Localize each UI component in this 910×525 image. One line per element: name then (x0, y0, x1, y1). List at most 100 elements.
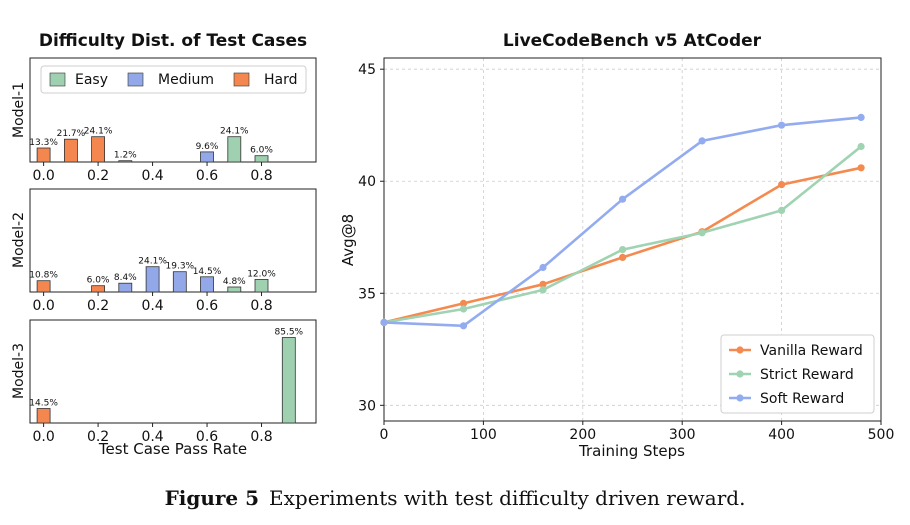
xtick-label-model-1-1: 0.2 (87, 168, 109, 184)
bar-label-model-2-3: 24.1% (138, 257, 167, 267)
legend-swatch-hard (233, 72, 250, 87)
bar-label-model-2-0: 10.8% (29, 271, 58, 281)
xtick-label-model-3-4: 0.8 (250, 429, 272, 445)
bar-label-model-2-6: 4.8% (223, 277, 246, 287)
strict-reward-point-2 (539, 286, 547, 294)
vanilla-reward-point-6 (857, 164, 865, 172)
vanilla-legend-marker (736, 346, 744, 354)
difficulty-legend: Easy Medium Hard (40, 65, 307, 94)
bar-label-model-1-4: 9.6% (196, 142, 219, 152)
bar-label-model-3-1: 85.5% (275, 328, 304, 338)
bar-model-1-4 (200, 151, 214, 163)
figure-label: Figure 5 (164, 486, 260, 510)
model-3-panel: Model-3 (11, 319, 317, 424)
xtick-label-model-1-0: 0.0 (32, 168, 54, 184)
bar-label-model-2-1: 6.0% (87, 276, 110, 286)
distribution-chart-title: Difficulty Dist. of Test Cases (39, 31, 307, 51)
line-chart-xlabel: Training Steps (578, 442, 685, 460)
bar-model-2-3 (145, 266, 160, 293)
bar-label-model-1-0: 13.3% (29, 138, 58, 148)
soft-reward-point-3 (619, 195, 627, 203)
figure-canvas: Difficulty Dist. of Test Cases Model-1 M… (11, 31, 895, 460)
legend-label-medium: Medium (158, 72, 214, 88)
x-tick-label-5: 500 (868, 427, 895, 443)
y-tick-label-2: 40 (358, 174, 376, 190)
vanilla-reward-point-1 (459, 299, 468, 307)
xtick-label-model-1-2: 0.4 (141, 168, 163, 184)
y-tick-label-1: 35 (358, 286, 376, 302)
soft-legend-marker (736, 394, 744, 402)
bar-model-2-5 (200, 276, 214, 293)
bar-model-1-1 (64, 138, 78, 163)
xtick-label-model-2-1: 0.2 (87, 298, 109, 314)
x-tick-label-2: 200 (569, 427, 596, 443)
distribution-xlabel: Test Case Pass Rate (98, 440, 247, 458)
xtick-label-model-3-0: 0.0 (32, 429, 54, 445)
bar-label-model-2-7: 12.0% (247, 269, 276, 279)
bar-model-3-0 (36, 408, 51, 424)
bar-model-2-6 (227, 286, 242, 293)
soft-legend-label: Soft Reward (760, 391, 844, 407)
soft-reward-point-4 (698, 137, 706, 145)
bar-model-1-2 (91, 136, 105, 163)
legend-swatch-easy (49, 72, 66, 87)
vanilla-reward-line (383, 166, 862, 324)
xtick-label-model-1-3: 0.6 (196, 168, 218, 184)
xtick-label-model-1-4: 0.8 (250, 168, 272, 184)
strict-legend-marker (736, 370, 744, 378)
strict-reward-line (383, 145, 862, 324)
model-3-ylabel: Model-3 (11, 343, 27, 399)
soft-reward-point-6 (857, 113, 865, 121)
bar-label-model-2-2: 8.4% (114, 273, 137, 283)
xtick-label-model-2-4: 0.8 (250, 298, 272, 314)
xtick-label-model-2-2: 0.4 (141, 298, 163, 314)
legend-swatch-medium (127, 72, 144, 87)
x-tick-label-3: 300 (669, 427, 696, 443)
xtick-label-model-2-3: 0.6 (196, 298, 218, 314)
bar-label-model-1-6: 6.0% (250, 146, 273, 156)
legend-label-easy: Easy (75, 72, 108, 88)
soft-reward-point-0 (380, 318, 388, 326)
vanilla-reward-point-3 (619, 253, 627, 261)
bar-model-1-6 (254, 155, 269, 163)
model-2-ylabel: Model-2 (11, 212, 27, 268)
reward-legend: Vanilla Reward Strict Reward Soft Reward (720, 334, 875, 414)
vanilla-reward-point-2 (539, 280, 547, 288)
x-tick-label-1: 100 (470, 427, 497, 443)
bar-model-2-7 (254, 278, 269, 293)
line-plot-frame (383, 57, 882, 422)
legend-label-hard: Hard (264, 72, 298, 88)
model-1-panel: Model-1 (11, 57, 317, 163)
bar-model-2-4 (172, 271, 187, 293)
vanilla-reward-point-5 (778, 181, 786, 189)
bar-label-model-3-0: 14.5% (29, 399, 58, 409)
xtick-label-model-3-1: 0.2 (87, 429, 109, 445)
soft-reward-point-1 (459, 322, 468, 330)
bar-label-model-2-4: 19.3% (166, 262, 195, 272)
bar-model-1-0 (36, 147, 51, 163)
bar-model-2-1 (91, 285, 105, 293)
bar-model-1-3 (118, 160, 133, 163)
strict-reward-point-3 (619, 246, 627, 254)
xtick-label-model-2-0: 0.0 (32, 298, 54, 314)
bar-model-2-2 (118, 282, 133, 293)
line-chart-title: LiveCodeBench v5 AtCoder (503, 31, 762, 51)
figure-caption-text: Experiments with test difficulty driven … (269, 486, 746, 510)
bar-model-3-1 (281, 337, 296, 424)
soft-reward-point-2 (539, 263, 547, 272)
bar-label-model-1-1: 21.7% (57, 129, 86, 139)
x-tick-label-4: 400 (768, 427, 795, 443)
xtick-label-model-3-3: 0.6 (196, 429, 218, 445)
strict-reward-point-6 (857, 142, 865, 151)
bar-model-1-5 (227, 136, 242, 163)
strict-legend-label: Strict Reward (760, 367, 854, 383)
y-tick-label-0: 30 (358, 398, 376, 414)
bar-label-model-2-5: 14.5% (193, 267, 222, 277)
strict-reward-point-1 (459, 305, 468, 313)
bar-label-model-1-3: 1.2% (114, 151, 137, 161)
strict-reward-point-5 (778, 206, 786, 214)
vanilla-legend-label: Vanilla Reward (760, 343, 863, 359)
x-tick-label-0: 0 (380, 427, 389, 443)
bar-model-2-0 (36, 280, 51, 293)
bar-label-model-1-2: 24.1% (84, 127, 113, 137)
